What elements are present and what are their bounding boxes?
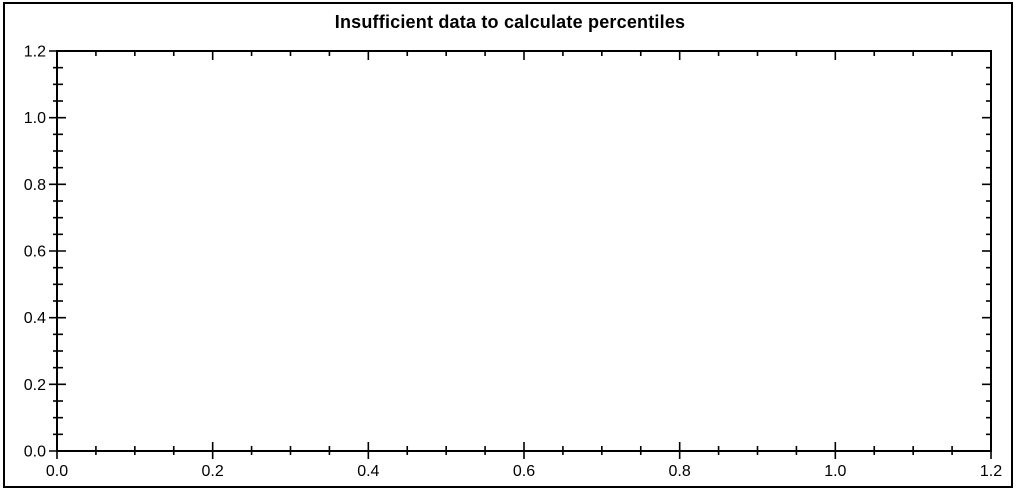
chart-title: Insufficient data to calculate percentil… bbox=[334, 12, 686, 32]
y-tick-label: 1.2 bbox=[24, 44, 46, 61]
y-tick-label: 0.4 bbox=[24, 310, 46, 327]
x-tick-label: 0.8 bbox=[669, 463, 691, 480]
x-tick-label: 0.2 bbox=[202, 463, 224, 480]
y-tick-label: 0.0 bbox=[24, 444, 46, 461]
y-tick-label: 0.2 bbox=[24, 377, 46, 394]
y-tick-label: 1.0 bbox=[24, 110, 46, 127]
x-tick-label: 0.0 bbox=[46, 463, 68, 480]
x-tick-label: 1.2 bbox=[980, 463, 1002, 480]
y-tick-label: 0.6 bbox=[24, 244, 46, 261]
y-tick-label: 0.8 bbox=[24, 177, 46, 194]
plot-frame bbox=[56, 50, 992, 452]
x-tick-label: 1.0 bbox=[824, 463, 846, 480]
image-border bbox=[3, 2, 1013, 488]
x-tick-label: 0.4 bbox=[357, 463, 379, 480]
x-tick-label: 0.6 bbox=[513, 463, 535, 480]
